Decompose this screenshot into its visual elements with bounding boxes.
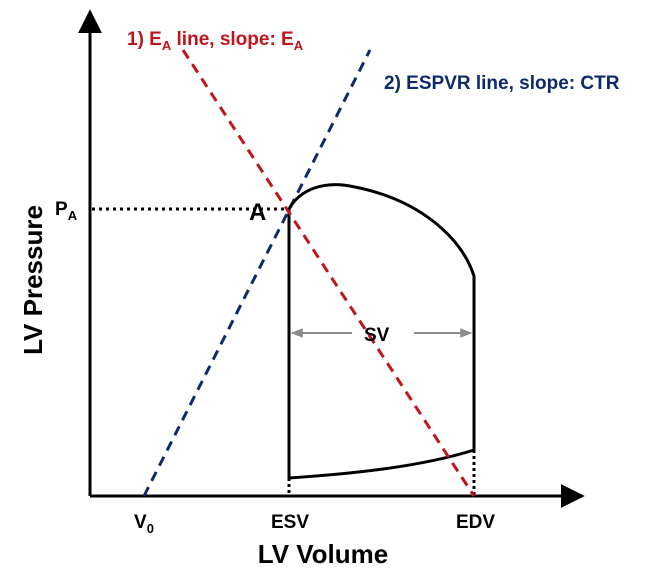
pv-loop <box>287 183 476 480</box>
sv-label: SV <box>364 325 390 346</box>
ea-line <box>181 49 476 497</box>
pa-label: PA <box>55 199 78 223</box>
y-axis-title: LV Pressure <box>18 205 48 355</box>
point-a-label: A <box>249 199 266 226</box>
ea-line-label: 1) EA line, slope: EA <box>127 29 304 53</box>
esv-label: ESV <box>271 512 309 533</box>
edv-label: EDV <box>456 512 495 533</box>
espvr-line-label: 2) ESPVR line, slope: CTR <box>384 73 620 94</box>
x-axis-title: LV Volume <box>258 539 389 568</box>
espvr-line <box>142 49 372 497</box>
v0-label: V0 <box>134 512 154 536</box>
